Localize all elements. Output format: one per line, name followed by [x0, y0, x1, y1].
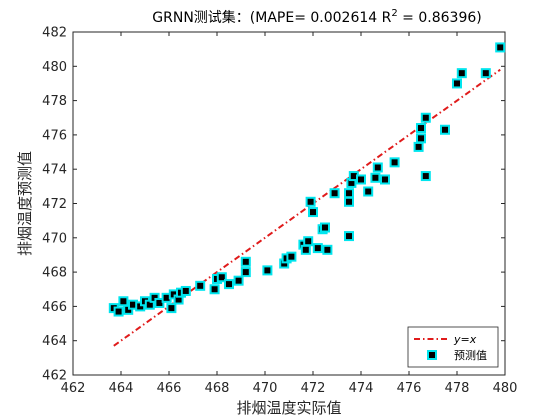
prediction-point [329, 188, 340, 199]
prediction-point [420, 112, 431, 123]
prediction-point [456, 68, 467, 79]
x-tick-label: 474 [349, 381, 374, 396]
prediction-point [262, 265, 273, 276]
y-tick-label: 478 [42, 94, 67, 109]
y-tick-label: 482 [42, 26, 67, 41]
prediction-point [224, 279, 234, 290]
x-tick-label: 462 [61, 381, 86, 396]
y-tick-label: 472 [42, 197, 67, 212]
x-tick-label: 472 [301, 381, 326, 396]
prediction-point [440, 124, 450, 135]
y-tick-label: 480 [42, 60, 67, 75]
y-axis-title: 排烟温度预测值 [16, 151, 34, 256]
y-tick-label: 466 [42, 300, 67, 315]
legend-box [407, 326, 499, 368]
prediction-point [154, 297, 165, 308]
axis-ticks: 462 464 466 468 470 472 474 476 478 480 462 464 466 4… [42, 26, 517, 397]
data-series [108, 42, 506, 347]
x-tick-label: 476 [397, 381, 422, 396]
prediction-point [420, 171, 431, 182]
legend-fit-line-label: y=x [453, 333, 477, 346]
plot-area [72, 31, 506, 376]
x-tick-label: 466 [157, 381, 182, 396]
prediction-point [300, 244, 311, 255]
prediction-point [195, 280, 206, 291]
y-tick-label: 462 [42, 369, 67, 384]
prediction-point [344, 188, 354, 199]
prediction-point [344, 196, 354, 207]
x-tick-label: 470 [253, 381, 278, 396]
prediction-point [240, 256, 251, 267]
legend-marker-swatch [427, 350, 437, 360]
prediction-point [320, 222, 330, 233]
prediction-point [303, 236, 314, 247]
prediction-point [113, 306, 124, 317]
x-tick-label: 464 [109, 381, 134, 396]
prediction-point [416, 133, 426, 144]
prediction-point [209, 284, 220, 295]
y-tick-label: 468 [42, 266, 67, 281]
x-tick-label: 478 [445, 381, 470, 396]
prediction-point [413, 141, 424, 152]
prediction-point [356, 174, 366, 185]
chart-title: GRNN测试集：(MAPE= 0.002614 R2 = 0.86396) [152, 8, 481, 26]
prediction-point [495, 42, 506, 53]
prediction-point [166, 303, 177, 314]
prediction-point [380, 174, 390, 185]
prediction-point [312, 243, 323, 254]
prediction-point [286, 251, 297, 262]
y-tick-label: 464 [42, 334, 67, 349]
prediction-point [308, 207, 318, 218]
prediction-point [416, 123, 426, 134]
x-tick-label: 480 [493, 381, 518, 396]
legend-prediction-label: 预测值 [454, 349, 487, 362]
fit-line-y-equals-x [113, 68, 501, 347]
chart-legend: y=x 预测值 [407, 326, 499, 368]
chart-title-main: GRNN测试集：(MAPE= 0.002614 R [152, 9, 391, 26]
prediction-point [372, 162, 383, 173]
prediction-point [216, 272, 227, 283]
chart-title-superscript: 2 [391, 8, 397, 19]
prediction-point [118, 296, 129, 307]
prediction-point [322, 244, 333, 255]
prediction-point [480, 68, 491, 79]
prediction-point [305, 196, 316, 207]
x-axis-title: 排烟温度实际值 [236, 399, 341, 417]
x-tick-label: 468 [205, 381, 230, 396]
y-tick-label: 470 [42, 231, 67, 246]
y-tick-label: 476 [42, 128, 67, 143]
prediction-point [452, 78, 462, 89]
prediction-point [233, 275, 244, 286]
prediction-point [180, 285, 191, 296]
prediction-point [370, 172, 381, 183]
prediction-point [389, 157, 400, 168]
prediction-point [363, 186, 374, 197]
y-tick-label: 474 [42, 163, 67, 178]
prediction-point [344, 231, 354, 242]
chart-title-suffix: = 0.86396) [398, 10, 482, 26]
prediction-point [240, 267, 251, 278]
